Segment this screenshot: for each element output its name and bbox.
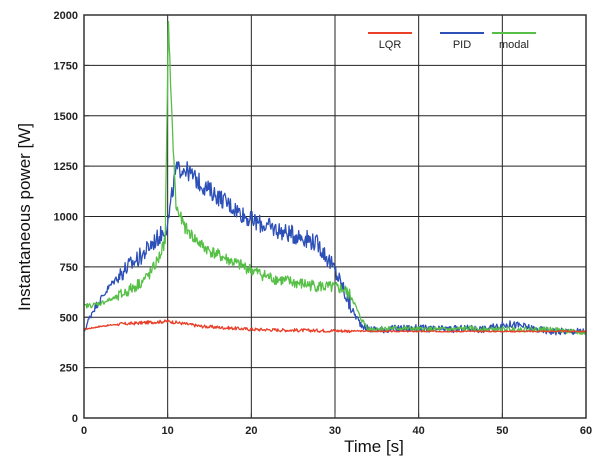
legend-label: modal: [499, 39, 529, 51]
y-tick-label: 1250: [54, 161, 78, 173]
x-axis-title: Time [s]: [344, 437, 404, 456]
x-tick-label: 0: [81, 425, 87, 437]
x-tick-label: 20: [245, 425, 257, 437]
legend-item-lqr: LQR: [368, 32, 412, 51]
y-tick-label: 500: [60, 312, 78, 324]
series-line-lqr: [83, 319, 587, 334]
series-line-modal: [83, 21, 587, 336]
x-tick-label: 30: [329, 425, 341, 437]
x-tick-label: 40: [413, 425, 425, 437]
y-tick-labels: 0 250 500 750 1000 1250 1500 1750 2000: [54, 10, 89, 425]
y-tick-label: 1500: [54, 111, 78, 123]
x-tick-label: 60: [580, 425, 592, 437]
x-tick-labels: 0 10 20 30 40 50 60: [81, 413, 592, 437]
series-layer: [83, 21, 587, 336]
legend-item-pid: PID: [440, 32, 484, 51]
y-tick-label: 1000: [54, 212, 78, 224]
y-tick-label: 2000: [54, 10, 78, 22]
x-tick-label: 10: [162, 425, 174, 437]
y-axis-title: Instantaneous power [W]: [15, 123, 34, 311]
series-line-pid: [83, 161, 587, 336]
y-tick-label: 750: [60, 262, 78, 274]
y-tick-label: 0: [72, 413, 78, 425]
y-tick-label: 1750: [54, 60, 78, 72]
legend-label: LQR: [379, 39, 402, 51]
legend-label: PID: [453, 39, 471, 51]
y-tick-label: 250: [60, 363, 78, 375]
legend: LQR PID modal: [368, 32, 536, 51]
legend-item-modal: modal: [492, 32, 536, 51]
x-tick-label: 50: [496, 425, 508, 437]
